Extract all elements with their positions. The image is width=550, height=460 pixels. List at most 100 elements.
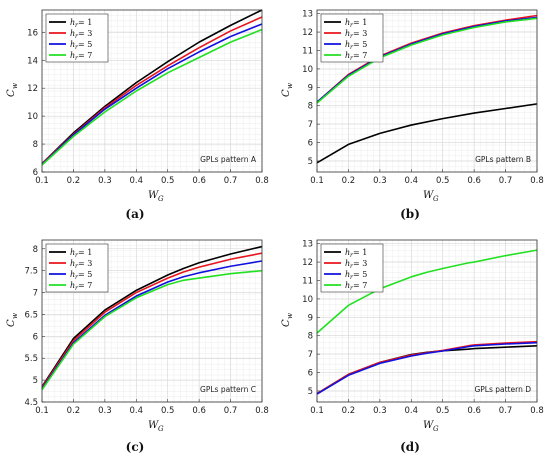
x-tick-label: 0.1 (35, 176, 49, 186)
y-axis-label-group: Cw (6, 313, 19, 327)
y-tick-label: 6 (308, 139, 313, 149)
y-tick-label: 7.5 (24, 267, 38, 277)
y-tick-label: 4.5 (24, 398, 38, 408)
legend-label-d-1: h (345, 248, 350, 257)
legend-label-b-4: h (345, 51, 350, 60)
x-tick-label: 0.2 (342, 176, 356, 186)
legend-label-eq: = 7 (78, 51, 92, 60)
y-tick-label: 7 (33, 289, 38, 299)
x-tick-label: 0.4 (130, 406, 144, 416)
x-tick-label: 0.5 (436, 406, 450, 416)
x-tick-label: 0.6 (192, 176, 206, 186)
x-axis-label-sub: G (433, 195, 439, 203)
y-axis-label-sub: w (286, 83, 294, 89)
legend-label-sub: r (75, 263, 79, 270)
legend-label-sub: r (350, 33, 354, 40)
legend-label-a-2: h (70, 29, 75, 38)
y-axis-label: C (281, 319, 292, 327)
y-axis-label: C (6, 319, 17, 327)
legend-label-sub: r (75, 274, 79, 281)
series-line-c-3 (41, 260, 263, 390)
y-tick-label: 5 (308, 387, 313, 397)
x-tick-label: 0.7 (499, 176, 513, 186)
caption-b-text: (b) (400, 207, 420, 221)
legend-label-eq: = 5 (353, 270, 367, 279)
series-line-a-3 (41, 23, 263, 165)
legend-label-eq: = 3 (353, 259, 367, 268)
y-axis-label-sub: w (11, 83, 19, 89)
legend-label-c-4: h (70, 281, 75, 290)
y-tick-label: 9 (308, 83, 313, 93)
legend-label-eq: = 1 (353, 248, 367, 257)
x-tick-label: 0.4 (130, 176, 144, 186)
x-tick-label: 0.2 (67, 176, 81, 186)
legend-label-d-3: h (345, 270, 350, 279)
legend-label-eq: = 3 (78, 259, 92, 268)
y-tick-label: 6 (33, 168, 38, 178)
series-line-d-3 (316, 341, 538, 395)
y-tick-label: 5 (308, 157, 313, 167)
series-line-c-1 (41, 245, 263, 388)
x-tick-label: 0.7 (224, 406, 238, 416)
y-tick-label: 11 (302, 277, 313, 287)
legend-label-c-2: h (70, 259, 75, 268)
y-axis-label-group: Cw (281, 83, 294, 97)
x-axis-label: W (148, 420, 159, 431)
x-tick-label: 0.7 (224, 176, 238, 186)
x-tick-label: 0.8 (255, 406, 269, 416)
legend-label-eq: = 5 (78, 40, 92, 49)
x-tick-label: 0.7 (499, 406, 513, 416)
x-tick-label: 0.2 (342, 406, 356, 416)
caption-b: (b) (380, 207, 440, 221)
x-axis-label-sub: G (158, 195, 164, 203)
y-tick-label: 12 (302, 258, 313, 268)
x-tick-label: 0.8 (255, 176, 269, 186)
plot-frame (41, 9, 263, 173)
y-tick-label: 8 (308, 332, 313, 342)
series-line-a-1 (41, 9, 263, 165)
legend-label-sub: r (350, 55, 354, 62)
plot-frame (41, 239, 263, 403)
caption-d-text: (d) (400, 440, 420, 454)
chart-panel-b: 0.1 0.2 0.3 0.4 0.5 0.6 0.7 0.8 5 6 7 8 9 10 11 12 13 W G C… (275, 0, 550, 230)
x-axis-label: W (423, 190, 434, 201)
legend-label-sub: r (350, 44, 354, 51)
legend-label-eq: = 7 (353, 51, 367, 60)
x-tick-label: 0.4 (405, 406, 419, 416)
y-tick-label: 6 (33, 332, 38, 342)
caption-a-text: (a) (125, 207, 145, 221)
legend-label-a-4: h (70, 51, 75, 60)
y-tick-label: 7 (308, 350, 313, 360)
series-line-b-1 (316, 103, 538, 164)
x-axis-label-sub: G (158, 425, 164, 433)
x-tick-label: 0.3 (98, 176, 112, 186)
caption-c: (c) (105, 440, 165, 454)
y-tick-label: 13 (302, 10, 313, 20)
x-tick-label: 0.6 (467, 406, 481, 416)
y-tick-label: 7 (308, 120, 313, 130)
y-tick-label: 5 (33, 376, 38, 386)
legend-label-d-4: h (345, 281, 350, 290)
y-tick-label: 6 (308, 369, 313, 379)
legend-label-b-3: h (345, 40, 350, 49)
x-tick-label: 0.2 (67, 406, 81, 416)
legend-label-eq: = 5 (78, 270, 92, 279)
pattern-annotation: GPLs pattern A (200, 155, 257, 164)
pattern-annotation: GPLs pattern B (475, 155, 531, 164)
chart-svg-c: 0.1 0.2 0.3 0.4 0.5 0.6 0.7 0.8 4.5 5 5.5 6 6.5 7 7.5 8… (6, 239, 269, 433)
y-tick-label: 10 (302, 295, 313, 305)
legend-label-eq: = 1 (78, 248, 92, 257)
caption-d: (d) (380, 440, 440, 454)
legend-label-eq: = 1 (78, 18, 92, 27)
y-tick-label: 12 (27, 84, 38, 94)
y-tick-label: 11 (302, 47, 313, 57)
series-line-a-4 (41, 28, 263, 166)
y-axis-label-sub: w (11, 313, 19, 319)
legend-label-b-2: h (345, 29, 350, 38)
legend-label-sub: r (75, 252, 79, 259)
y-tick-label: 13 (302, 240, 313, 250)
legend-label-eq: = 3 (78, 29, 92, 38)
